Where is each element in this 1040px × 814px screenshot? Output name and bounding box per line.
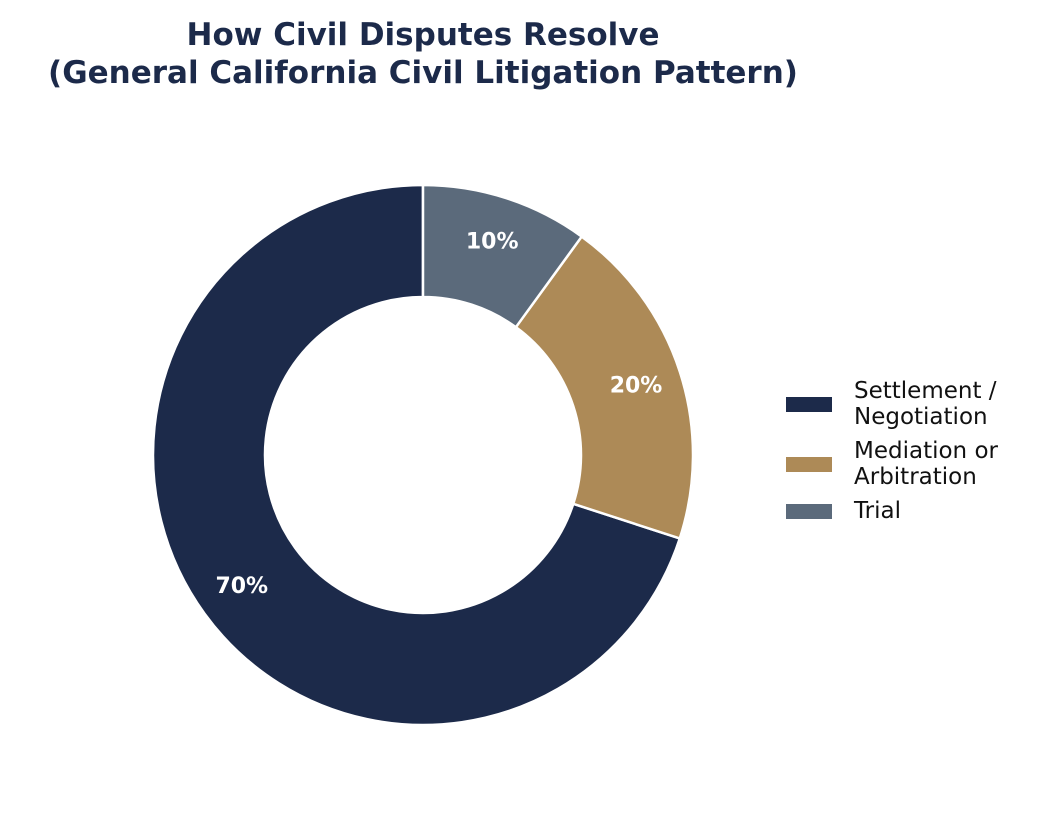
slice-label-trial: 10% bbox=[466, 229, 519, 254]
chart-title-line-1: How Civil Disputes Resolve bbox=[186, 17, 660, 53]
chart-title-line-2: (General California Civil Litigation Pat… bbox=[48, 55, 798, 91]
legend-item-trial: Trial bbox=[786, 498, 1036, 524]
donut-slice-mediation bbox=[514, 234, 695, 541]
legend: Settlement / Negotiation Mediation or Ar… bbox=[786, 378, 1036, 532]
slice-label-mediation: 20% bbox=[610, 373, 663, 398]
legend-item-mediation: Mediation or Arbitration bbox=[786, 438, 1036, 490]
donut-slice-trial bbox=[421, 183, 584, 329]
legend-swatch-trial bbox=[786, 503, 832, 519]
legend-label-trial: Trial bbox=[854, 498, 901, 524]
donut-slice-settlement bbox=[151, 183, 682, 727]
legend-label-mediation: Mediation or Arbitration bbox=[854, 438, 998, 490]
donut-slices bbox=[151, 183, 695, 727]
legend-item-settlement: Settlement / Negotiation bbox=[786, 378, 1036, 430]
legend-label-settlement: Settlement / Negotiation bbox=[854, 378, 997, 430]
legend-swatch-mediation bbox=[786, 456, 832, 472]
slice-label-settlement: 70% bbox=[215, 574, 268, 599]
legend-swatch-settlement bbox=[786, 396, 832, 412]
donut-slice-labels: 70% 20% 10% bbox=[215, 229, 662, 599]
chart-title: How Civil Disputes Resolve (General Cali… bbox=[0, 16, 846, 92]
